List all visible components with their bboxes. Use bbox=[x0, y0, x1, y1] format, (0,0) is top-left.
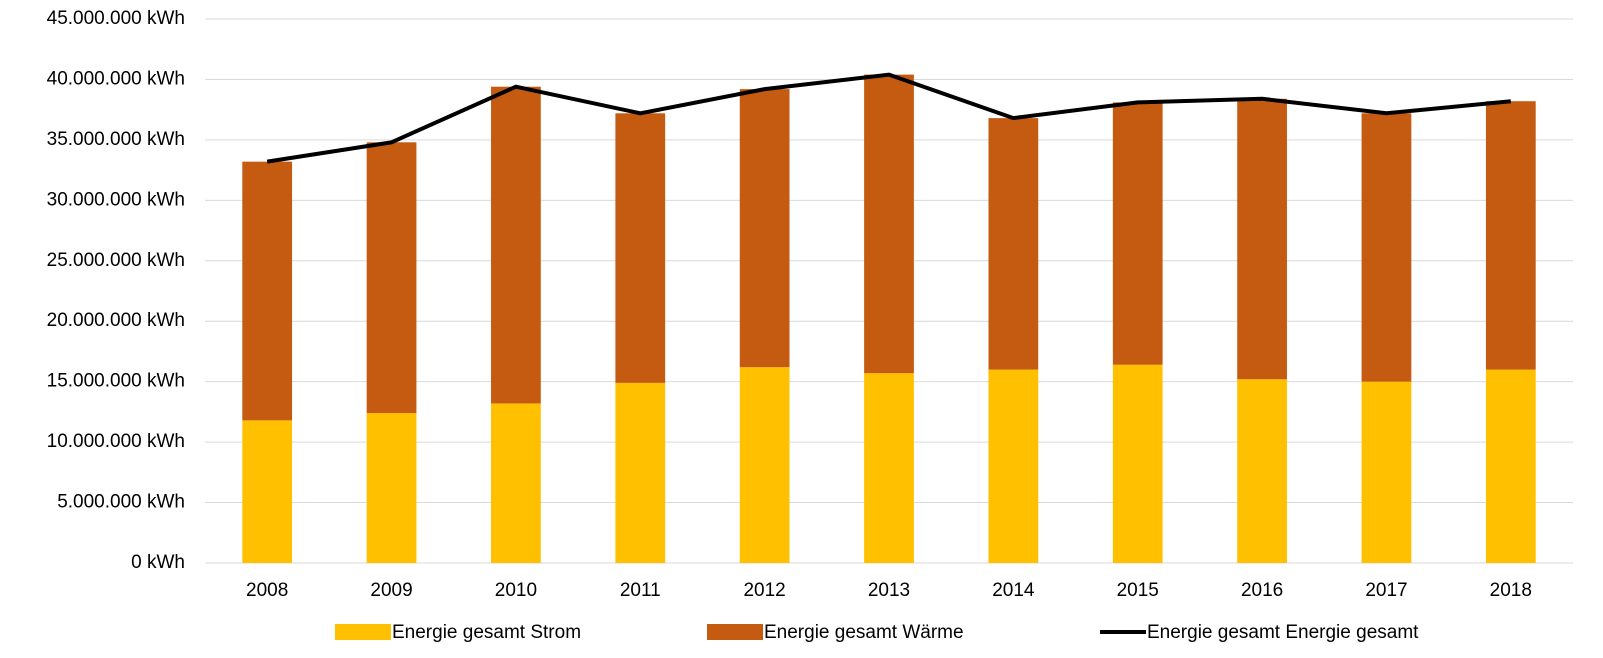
bar-segment bbox=[366, 142, 417, 414]
x-tick-label: 2018 bbox=[1490, 580, 1532, 601]
legend-swatch bbox=[707, 624, 763, 640]
bar-segment bbox=[491, 86, 541, 404]
legend-label: Energie gesamt Wärme bbox=[764, 622, 964, 643]
bar-segment bbox=[1361, 381, 1412, 563]
bar-segment bbox=[988, 118, 1039, 370]
legend-swatch bbox=[335, 624, 391, 640]
bar-segment bbox=[739, 89, 790, 368]
bar-segment bbox=[615, 113, 666, 383]
bar-segment bbox=[864, 373, 914, 563]
y-tick-label: 25.000.000 kWh bbox=[47, 250, 185, 271]
x-tick-label: 2008 bbox=[246, 580, 288, 601]
bar-segment bbox=[366, 413, 417, 563]
x-tick-label: 2010 bbox=[495, 580, 537, 601]
x-tick-label: 2011 bbox=[620, 580, 661, 601]
y-tick-label: 15.000.000 kWh bbox=[47, 371, 185, 392]
x-tick-label: 2009 bbox=[370, 580, 412, 601]
bar-segment bbox=[988, 369, 1039, 563]
bar-segment bbox=[242, 161, 293, 421]
bar-segment bbox=[1361, 113, 1412, 382]
bar-segment bbox=[1485, 101, 1536, 370]
y-tick-label: 30.000.000 kWh bbox=[47, 189, 185, 210]
x-tick-label: 2016 bbox=[1241, 580, 1283, 601]
bar-segment bbox=[615, 382, 666, 563]
bar-segment bbox=[1237, 98, 1287, 380]
bar-segment bbox=[1485, 369, 1536, 563]
line bbox=[266, 72, 1512, 164]
bar-segment bbox=[864, 74, 914, 374]
x-tick-label: 2012 bbox=[743, 580, 785, 601]
y-tick-label: 20.000.000 kWh bbox=[47, 310, 185, 331]
x-tick-label: 2014 bbox=[992, 580, 1035, 601]
bar-segment bbox=[1237, 379, 1287, 563]
y-tick-label: 35.000.000 kWh bbox=[47, 129, 185, 150]
y-tick-label: 45.000.000 kWh bbox=[47, 8, 185, 29]
x-tick-label: 2015 bbox=[1117, 580, 1159, 601]
bar-segment bbox=[242, 420, 293, 563]
legend-label: Energie gesamt Strom bbox=[392, 622, 581, 643]
x-tick-label: 2013 bbox=[868, 580, 910, 601]
y-tick-label: 10.000.000 kWh bbox=[47, 431, 185, 452]
y-tick-label: 0 kWh bbox=[131, 552, 185, 573]
y-tick-label: 40.000.000 kWh bbox=[47, 68, 185, 89]
bar-segment bbox=[739, 367, 790, 563]
x-tick-label: 2017 bbox=[1365, 580, 1407, 601]
bar-segment bbox=[1112, 364, 1163, 563]
y-tick-label: 5.000.000 kWh bbox=[57, 492, 185, 513]
bar-segment bbox=[1112, 102, 1163, 365]
bar-segment bbox=[491, 403, 541, 563]
legend-label: Energie gesamt Energie gesamt bbox=[1147, 622, 1419, 643]
